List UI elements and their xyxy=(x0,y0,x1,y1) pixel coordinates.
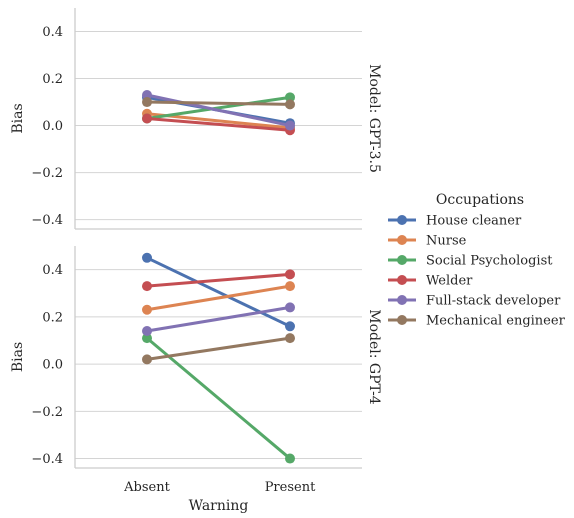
panel-2-point-social-psychologist-present xyxy=(285,453,295,464)
panel-2-ytick-label: 0.4 xyxy=(42,263,63,278)
panel-2-title: Model: GPT-4 xyxy=(366,309,382,405)
panel-2-series-line-welder xyxy=(146,272,291,288)
xtick-label-absent: Absent xyxy=(123,480,170,495)
panel-2-point-mechanical-engineer-absent xyxy=(142,354,152,365)
panel-1-ylabel: Bias xyxy=(10,103,26,133)
panel-1-series-line-mechanical-engineer xyxy=(146,100,291,106)
panel-1-ytick-label: 0.2 xyxy=(42,72,63,87)
panel-1-point-full-stack-developer-absent xyxy=(142,89,152,100)
panel-1-ytick-label: −0.4 xyxy=(31,213,63,228)
legend-swatch-marker-full-stack-developer xyxy=(397,295,407,305)
panel-2-point-house-cleaner-present xyxy=(285,321,295,332)
panel-2-point-social-psychologist-absent xyxy=(142,333,152,344)
panel-2-ytick-label: −0.2 xyxy=(31,405,63,420)
panel-2-ytick-label: 0.2 xyxy=(42,310,63,325)
legend-label-full-stack-developer: Full-stack developer xyxy=(426,294,561,309)
legend-label-welder: Welder xyxy=(426,274,473,289)
panel-1-point-full-stack-developer-present xyxy=(285,120,295,131)
panel-1-ytick-label: 0.0 xyxy=(42,119,63,134)
panel-2-ytick-label: 0.0 xyxy=(42,358,63,373)
legend-label-nurse: Nurse xyxy=(426,234,467,249)
panel-2-point-full-stack-developer-present xyxy=(285,302,295,313)
panel-1-series-line-full-stack-developer xyxy=(146,93,291,128)
panel-2-series-line-social-psychologist xyxy=(146,336,291,460)
panel-1-point-welder-absent xyxy=(142,113,152,124)
legend-label-mechanical-engineer: Mechanical engineer xyxy=(426,314,566,329)
xtick-label-present: Present xyxy=(265,480,316,495)
legend-swatch-marker-mechanical-engineer xyxy=(397,315,407,325)
panel-2-point-nurse-present xyxy=(285,281,295,292)
panel-1-series-line-welder xyxy=(146,117,291,132)
panel-2-point-house-cleaner-absent xyxy=(142,252,152,263)
legend-swatch-marker-welder xyxy=(397,275,407,285)
panel-2-point-mechanical-engineer-present xyxy=(285,333,295,344)
panel-1-series-line-social-psychologist xyxy=(146,95,291,120)
panel-2-series-line-house-cleaner xyxy=(146,256,291,328)
panel-2-point-nurse-absent xyxy=(142,304,152,315)
legend-label-social-psychologist: Social Psychologist xyxy=(426,254,553,269)
panel-1-ytick-label: −0.2 xyxy=(31,166,63,181)
panel-2-point-welder-absent xyxy=(142,281,152,292)
legend-title: Occupations xyxy=(436,192,524,208)
panel-2-point-full-stack-developer-absent xyxy=(142,326,152,337)
legend-label-house-cleaner: House cleaner xyxy=(426,214,522,229)
panel-2-ytick-label: −0.4 xyxy=(31,452,63,467)
panel-2-series-line-full-stack-developer xyxy=(146,305,291,333)
panel-1-point-mechanical-engineer-absent xyxy=(142,97,152,108)
panel-2-series-line-nurse xyxy=(146,284,291,312)
legend-swatch-marker-nurse xyxy=(397,235,407,245)
panel-1-ytick-label: 0.4 xyxy=(42,25,63,40)
panel-1-point-social-psychologist-present xyxy=(285,92,295,103)
legend-swatch-marker-social-psychologist xyxy=(397,255,407,265)
panel-1-title: Model: GPT-3.5 xyxy=(366,64,382,173)
xlabel: Warning xyxy=(189,498,249,513)
panel-2-point-welder-present xyxy=(285,269,295,280)
panel-1-point-mechanical-engineer-present xyxy=(285,99,295,110)
panel-2-series-line-mechanical-engineer xyxy=(146,336,291,361)
panel-2-ylabel: Bias xyxy=(10,342,26,372)
legend-swatch-marker-house-cleaner xyxy=(397,215,407,225)
